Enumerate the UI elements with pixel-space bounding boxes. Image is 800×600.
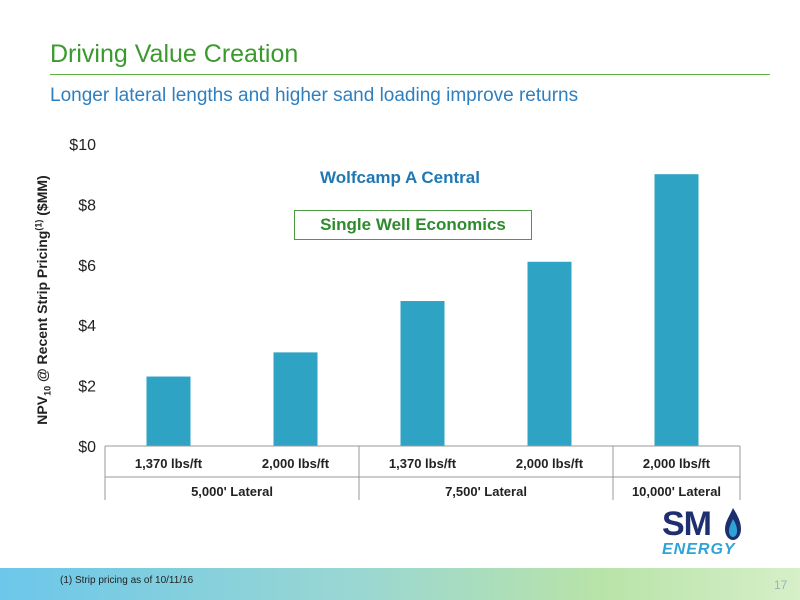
page-subtitle: Longer lateral lengths and higher sand l…	[50, 85, 579, 106]
x-tick-label: 2,000 lbs/ft	[643, 456, 711, 471]
x-group-label: 5,000' Lateral	[191, 484, 273, 499]
x-tick-label: 1,370 lbs/ft	[389, 456, 457, 471]
x-tick-label: 1,370 lbs/ft	[135, 456, 203, 471]
y-tick-label: $10	[69, 137, 96, 154]
chart-bar	[273, 352, 318, 446]
y-tick-label: $4	[78, 318, 96, 335]
logo-wordmark: SM	[662, 505, 712, 543]
x-tick-label: 2,000 lbs/ft	[262, 456, 330, 471]
chart-annotation-box: Single Well Economics	[294, 210, 532, 240]
chart-bar	[146, 376, 191, 446]
page-number: 17	[774, 578, 788, 592]
y-tick-label: $6	[78, 258, 96, 275]
y-tick-label: $2	[78, 379, 96, 396]
x-group-label: 7,500' Lateral	[445, 484, 527, 499]
y-tick-label: $8	[78, 197, 96, 214]
x-tick-label: 2,000 lbs/ft	[516, 456, 584, 471]
chart-annotation-region: Wolfcamp A Central	[320, 168, 480, 187]
flame-icon	[725, 508, 741, 540]
logo-subtext: ENERGY	[662, 541, 736, 558]
y-tick-label: $0	[78, 439, 96, 456]
y-axis-label: NPV10 @ Recent Strip Pricing(1) ($MM)	[33, 175, 53, 425]
footnote: (1) Strip pricing as of 10/11/16	[60, 575, 194, 586]
company-logo: SM ENERGY	[662, 505, 752, 560]
chart-bar	[654, 174, 699, 446]
footer-band	[0, 568, 800, 600]
chart-bar	[527, 261, 572, 446]
x-group-label: 10,000' Lateral	[632, 484, 721, 499]
chart-bar	[400, 301, 445, 446]
title-divider	[50, 74, 770, 75]
page-title: Driving Value Creation	[50, 40, 299, 68]
